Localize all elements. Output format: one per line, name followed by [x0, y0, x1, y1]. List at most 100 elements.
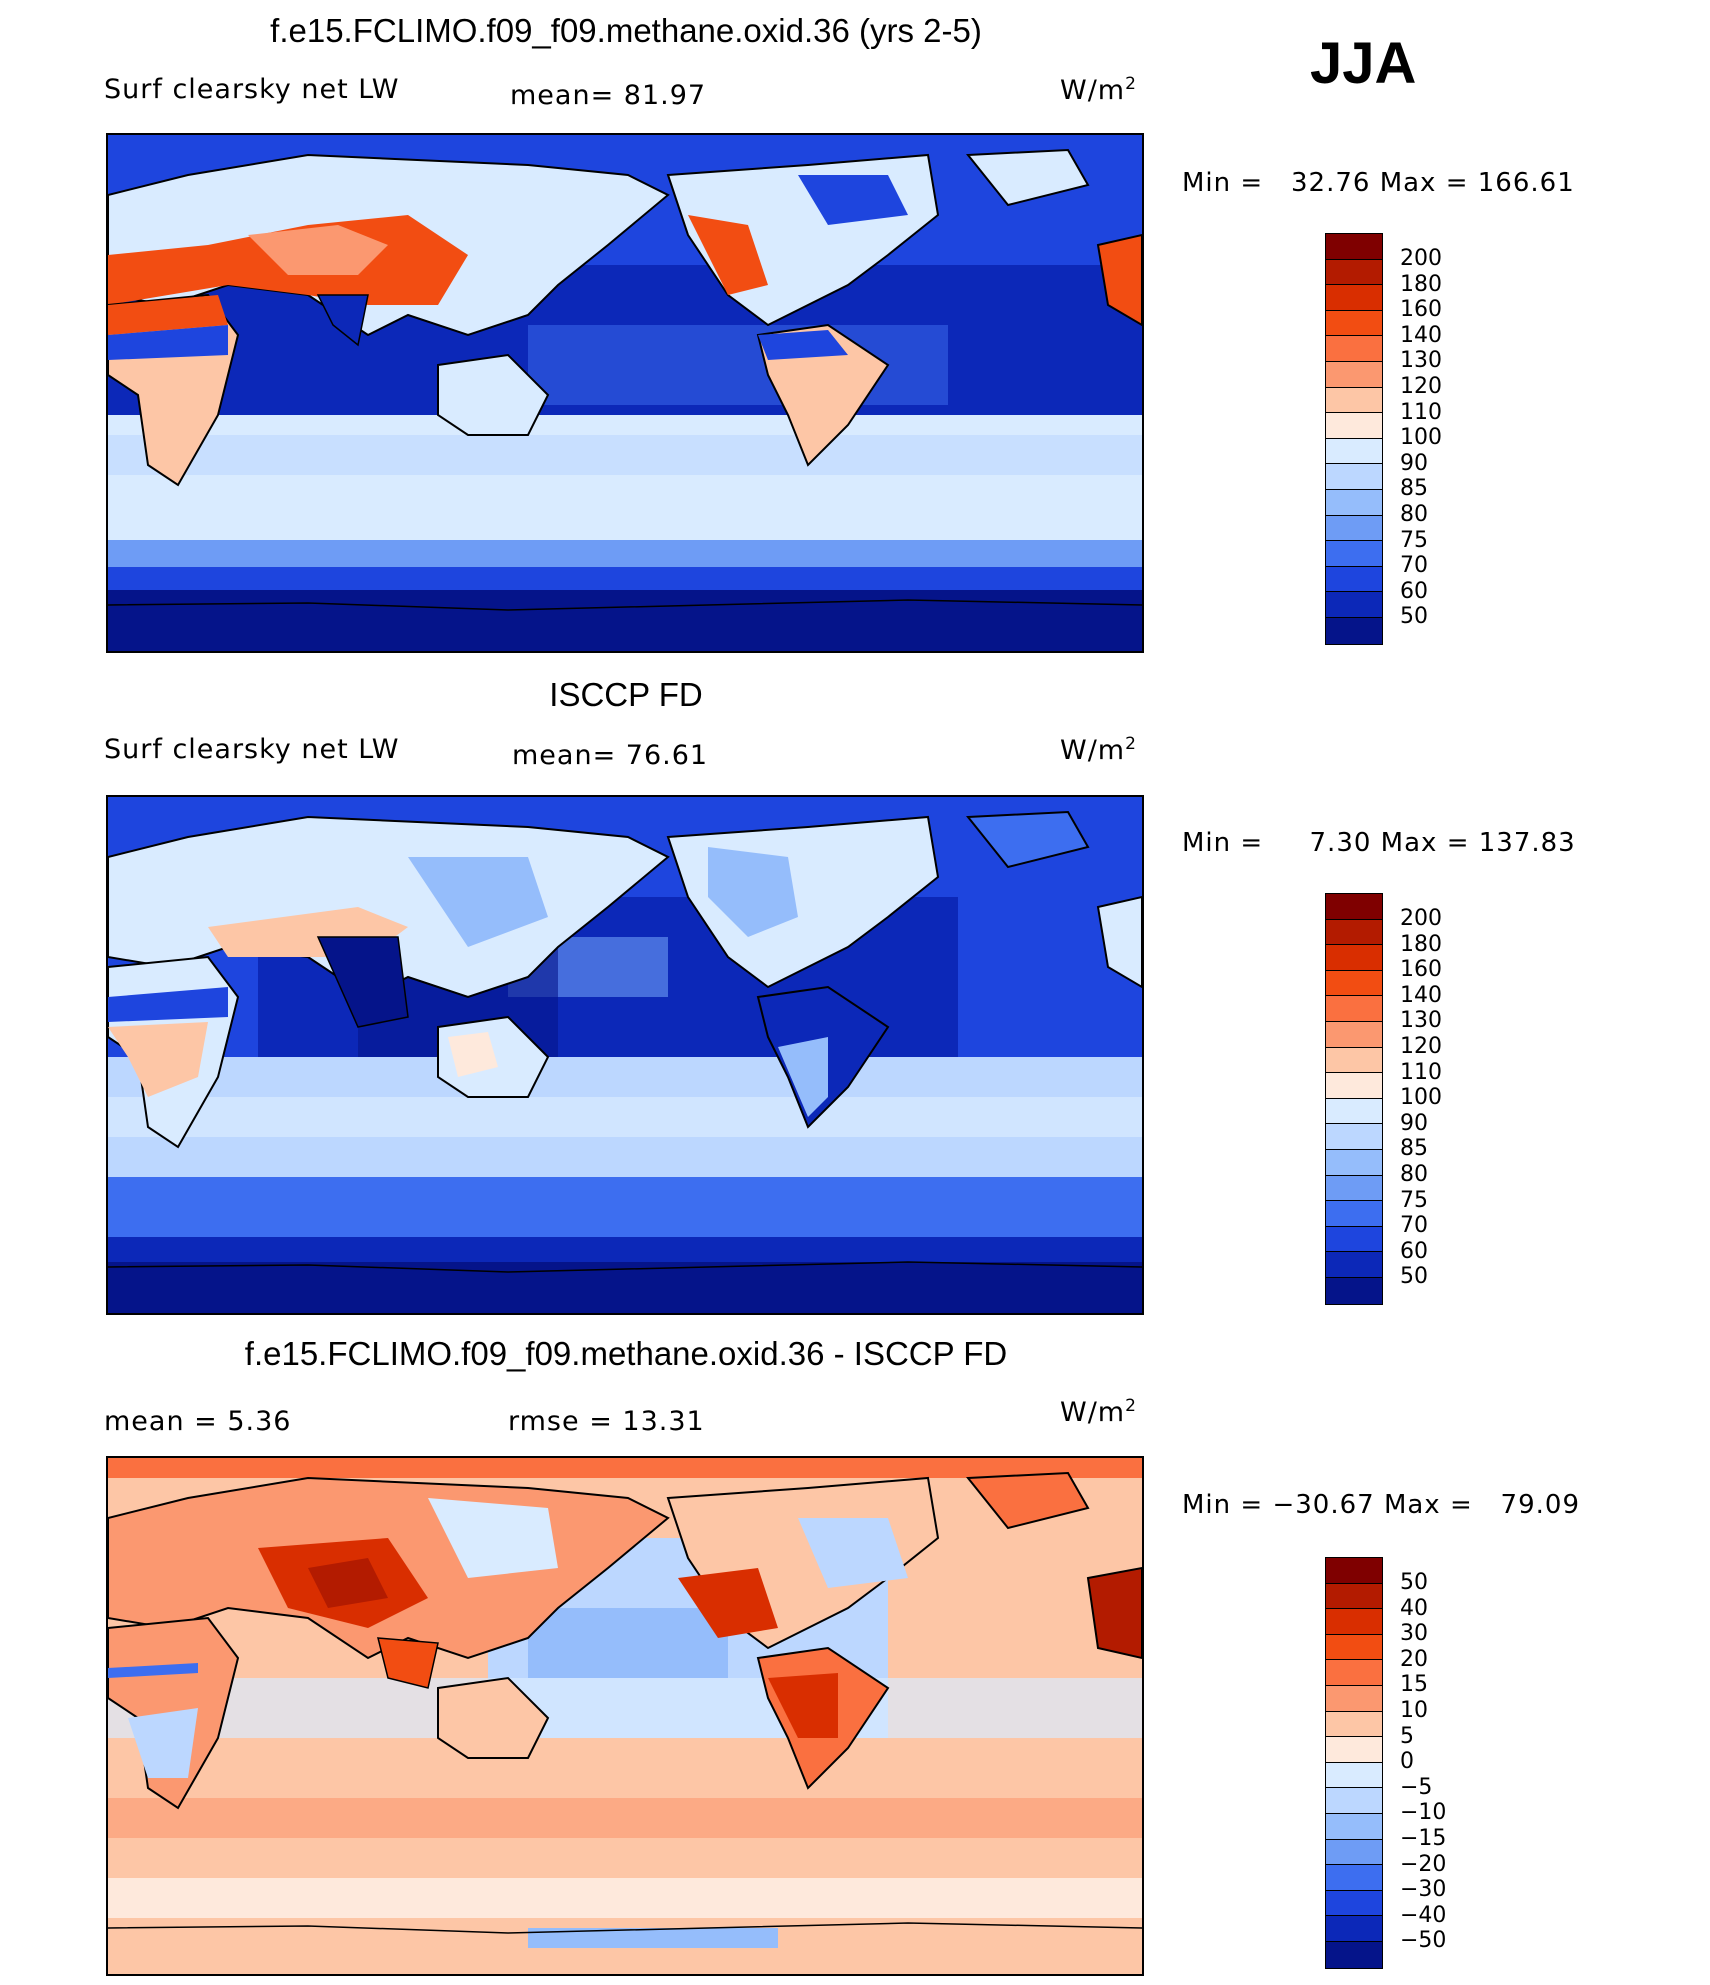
colorbar-tick-label: 0 — [1400, 1749, 1414, 1775]
colorbar-tick-label: 5 — [1400, 1723, 1414, 1749]
colorbar-swatch — [1326, 1558, 1382, 1584]
colorbar-swatch — [1326, 1124, 1382, 1150]
colorbar-swatch — [1326, 996, 1382, 1022]
colorbar-tick-label: −10 — [1400, 1800, 1447, 1826]
panel-obs-map — [106, 795, 1144, 1315]
colorbar-tick-label: 60 — [1400, 1238, 1428, 1264]
colorbar-swatch — [1326, 945, 1382, 971]
colorbar-tick-label: 90 — [1400, 1110, 1428, 1136]
panel-obs-colorbar — [1325, 893, 1383, 1305]
colorbar-tick-label: −30 — [1400, 1877, 1447, 1903]
colorbar-tick-label: −20 — [1400, 1851, 1447, 1877]
colorbar-swatch — [1326, 1047, 1382, 1074]
panel-model-title: f.e15.FCLIMO.f09_f09.methane.oxid.36 (yr… — [270, 12, 982, 49]
colorbar-swatch — [1326, 617, 1382, 644]
panel-diff-map — [106, 1456, 1144, 1976]
panel-model-minmax: Min = 32.76 Max = 166.61 — [1182, 168, 1575, 198]
colorbar-tick-label: −5 — [1400, 1774, 1433, 1800]
colorbar-swatch — [1326, 1737, 1382, 1763]
colorbar-swatch — [1326, 1660, 1382, 1686]
colorbar-tick-label: 180 — [1400, 271, 1442, 297]
colorbar-swatch — [1326, 1890, 1382, 1917]
colorbar-swatch — [1326, 413, 1382, 439]
colorbar-swatch — [1326, 894, 1382, 920]
colorbar-tick-label: 85 — [1400, 1136, 1428, 1162]
panel-diff-colorbar-labels: 50 40 30 20 15 10 5 0 −5 −10 −15 −20 −30 −40 −50 — [1400, 1570, 1446, 1954]
colorbar-tick-label: 75 — [1400, 1187, 1428, 1213]
colorbar-tick-label: 200 — [1400, 246, 1442, 271]
colorbar-swatch — [1326, 1098, 1382, 1125]
colorbar-tick-label: 50 — [1400, 1264, 1428, 1290]
colorbar-swatch — [1326, 515, 1382, 542]
colorbar-tick-label: 120 — [1400, 373, 1442, 399]
panel-diff-mean-label: mean = 5.36 — [104, 1406, 292, 1437]
panel-diff-colorbar — [1325, 1557, 1383, 1969]
colorbar-swatch — [1326, 310, 1382, 337]
colorbar-tick-label: 70 — [1400, 1213, 1428, 1239]
colorbar-tick-label: 110 — [1400, 1059, 1442, 1085]
colorbar-tick-label: 20 — [1400, 1646, 1428, 1672]
colorbar-swatch — [1326, 1277, 1382, 1304]
colorbar-swatch — [1326, 361, 1382, 388]
colorbar-tick-label: −40 — [1400, 1902, 1447, 1928]
colorbar-swatch — [1326, 387, 1382, 414]
panel-model-map-svg — [108, 135, 1142, 651]
colorbar-tick-label: 50 — [1400, 1570, 1428, 1595]
panel-model-mean-label: mean= 81.97 — [510, 80, 707, 111]
panel-diff-title: f.e15.FCLIMO.f09_f09.methane.oxid.36 - I… — [244, 1335, 1008, 1372]
colorbar-swatch — [1326, 1762, 1382, 1789]
colorbar-swatch — [1326, 1839, 1382, 1866]
colorbar-tick-label: 100 — [1400, 1085, 1442, 1111]
colorbar-swatch — [1326, 336, 1382, 362]
colorbar-tick-label: 120 — [1400, 1033, 1442, 1059]
colorbar-tick-label: 60 — [1400, 578, 1428, 604]
colorbar-swatch — [1326, 919, 1382, 946]
colorbar-tick-label: 160 — [1400, 957, 1442, 983]
colorbar-tick-label: 15 — [1400, 1672, 1428, 1698]
panel-diff-map-svg — [108, 1458, 1142, 1974]
colorbar-tick-label: 110 — [1400, 399, 1442, 425]
colorbar-tick-label: 80 — [1400, 1161, 1428, 1187]
colorbar-swatch — [1326, 541, 1382, 567]
colorbar-tick-label: 100 — [1400, 425, 1442, 451]
panel-obs-map-svg — [108, 797, 1142, 1313]
colorbar-tick-label: −50 — [1400, 1928, 1447, 1954]
colorbar-swatch — [1326, 1865, 1382, 1891]
colorbar-tick-label: 30 — [1400, 1621, 1428, 1647]
colorbar-swatch — [1326, 1609, 1382, 1635]
panel-obs-mean-label: mean= 76.61 — [512, 740, 709, 771]
colorbar-swatch — [1326, 285, 1382, 311]
colorbar-tick-label: 160 — [1400, 297, 1442, 323]
colorbar-swatch — [1326, 1252, 1382, 1278]
panel-model-colorbar — [1325, 233, 1383, 645]
panel-model-units: W/m2 — [1060, 74, 1137, 106]
colorbar-tick-label: 40 — [1400, 1595, 1428, 1621]
season-label: JJA — [1310, 31, 1417, 96]
colorbar-swatch — [1326, 1149, 1382, 1176]
panel-model-colorbar-labels: 200 180 160 140 130 120 110 100 90 85 80 75 70 60 50 — [1400, 246, 1442, 630]
colorbar-swatch — [1326, 1583, 1382, 1610]
panel-diff-minmax: Min = −30.67 Max = 79.09 — [1182, 1490, 1580, 1520]
colorbar-swatch — [1326, 1201, 1382, 1227]
colorbar-tick-label: 140 — [1400, 982, 1442, 1008]
colorbar-swatch — [1326, 234, 1382, 260]
panel-obs-variable-label: Surf clearsky net LW — [104, 734, 400, 765]
colorbar-tick-label: 130 — [1400, 1008, 1442, 1034]
colorbar-swatch — [1326, 1711, 1382, 1738]
colorbar-tick-label: 75 — [1400, 527, 1428, 553]
panel-obs-units: W/m2 — [1060, 734, 1137, 766]
colorbar-tick-label: 200 — [1400, 906, 1442, 931]
colorbar-swatch — [1326, 1634, 1382, 1661]
panel-obs-title: ISCCP FD — [549, 676, 703, 713]
colorbar-swatch — [1326, 489, 1382, 516]
panel-diff-units: W/m2 — [1060, 1396, 1137, 1428]
panel-diff-rmse-label: rmse = 13.31 — [508, 1406, 705, 1437]
colorbar-tick-label: 85 — [1400, 476, 1428, 502]
colorbar-swatch — [1326, 592, 1382, 618]
colorbar-swatch — [1326, 464, 1382, 490]
colorbar-tick-label: 140 — [1400, 322, 1442, 348]
colorbar-swatch — [1326, 1916, 1382, 1942]
colorbar-swatch — [1326, 1021, 1382, 1048]
colorbar-tick-label: 50 — [1400, 604, 1428, 630]
colorbar-tick-label: 80 — [1400, 501, 1428, 527]
